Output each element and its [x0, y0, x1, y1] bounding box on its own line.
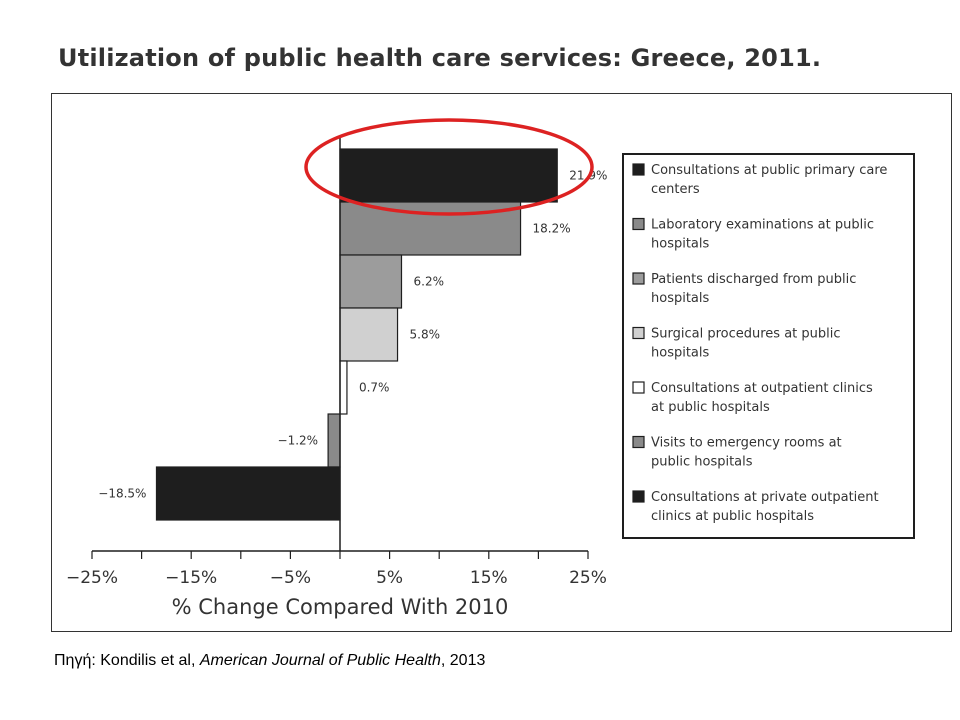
bar: [339, 148, 558, 203]
x-tick-label: 15%: [470, 568, 508, 588]
bar: [339, 360, 348, 415]
legend-label: hospitals: [651, 237, 710, 252]
legend-swatch: [632, 217, 645, 231]
source-prefix: Πηγή: Kondilis et al,: [54, 652, 200, 669]
legend-box: [622, 153, 915, 539]
value-label: 5.8%: [410, 328, 441, 342]
bar: [339, 201, 522, 256]
legend-label: public hospitals: [651, 455, 753, 470]
legend-swatch: [632, 381, 645, 394]
x-tick-label: −25%: [66, 568, 118, 588]
value-label: −1.2%: [278, 434, 319, 448]
legend-swatch: [632, 490, 645, 503]
legend-swatch: [632, 326, 645, 340]
value-label: 18.2%: [533, 222, 571, 236]
legend-label: Patients discharged from public: [651, 272, 856, 287]
legend-label: Surgical procedures at public: [651, 327, 841, 342]
bar-chart: Consultations at public primary care cent…: [66, 118, 915, 619]
legend-label: Laboratory examinations at public: [651, 218, 874, 233]
legend-label: Visits to emergency rooms at: [651, 436, 842, 451]
highlight-annotation: [304, 118, 594, 216]
bar: [155, 466, 341, 521]
legend-swatch: [632, 435, 645, 449]
bar: [339, 254, 403, 309]
legend-label: clinics at public hospitals: [651, 509, 814, 524]
source-journal: American Journal of Public Health: [199, 652, 441, 669]
x-tick-label: −5%: [270, 568, 311, 588]
legend-label: hospitals: [651, 291, 710, 306]
legend: Consultations at public primary care cent…: [622, 153, 915, 539]
source-citation: Πηγή: Kondilis et al, American Journal o…: [54, 652, 485, 670]
highlight-ellipse: [304, 118, 594, 216]
legend-swatch: [632, 163, 645, 176]
legend-label: at public hospitals: [651, 400, 770, 415]
value-label: −18.5%: [98, 487, 146, 501]
legend-label: Consultations at public primary care: [651, 163, 887, 178]
x-tick-label: 5%: [376, 568, 403, 588]
legend-label: Consultations at private outpatient: [651, 490, 879, 505]
source-suffix: , 2013: [440, 652, 486, 669]
bar: [327, 413, 341, 468]
legend-label: centers: [651, 182, 700, 197]
x-tick-label: −15%: [165, 568, 217, 588]
legend-label: hospitals: [651, 346, 710, 361]
x-axis: −25% −15% −5% 5% 15% 25% % Change Compared Wit…: [66, 136, 607, 619]
x-axis-title: % Change Compared With 2010: [172, 595, 509, 619]
chart-frame: Consultations at public primary care cent…: [51, 93, 952, 632]
legend-swatch: [632, 272, 645, 285]
slide-title: Utilization of public health care servic…: [58, 44, 822, 72]
value-label: 6.2%: [414, 275, 445, 289]
legend-label: Consultations at outpatient clinics: [651, 381, 873, 396]
x-tick-label: 25%: [569, 568, 607, 588]
bar: [339, 307, 399, 362]
value-label: 0.7%: [359, 381, 390, 395]
